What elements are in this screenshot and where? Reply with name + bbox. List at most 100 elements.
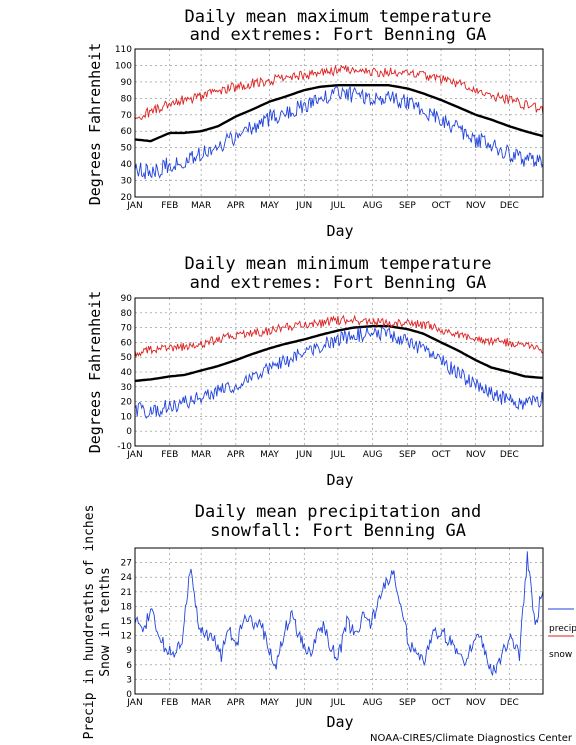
x-tick-label: OCT (432, 201, 451, 211)
x-axis-label: Day (326, 222, 353, 240)
series-precip (134, 551, 544, 677)
panel-precip: Daily mean precipitation and snowfall: F… (82, 502, 576, 739)
x-tick-label: DEC (500, 201, 519, 211)
y-tick-label: 90 (121, 294, 133, 304)
x-tick-label: NOV (466, 450, 487, 460)
x-tick-label: FEB (161, 698, 178, 708)
plot-frame (134, 48, 544, 198)
chart-title-line1: Daily mean minimum temperature (184, 254, 491, 274)
legend-snow-label: snow (549, 650, 572, 660)
x-tick-label: SEP (399, 201, 416, 211)
x-tick-label: AUG (363, 450, 383, 460)
legend: precip snow (548, 608, 576, 660)
y-tick-label: 60 (121, 127, 133, 137)
panel-max-temp: Daily mean maximum temperature and extre… (86, 7, 544, 240)
y-tick-label: 24 (121, 573, 133, 583)
y-tick-label: 40 (121, 368, 133, 378)
x-tick-label: JUN (295, 450, 312, 460)
x-tick-label: JUN (295, 698, 312, 708)
x-tick-label: MAY (260, 698, 279, 708)
y-tick-label: 50 (121, 353, 133, 363)
y-tick-label: 70 (121, 111, 133, 121)
series-mean (134, 324, 544, 383)
x-tick-label: NOV (466, 698, 487, 708)
x-tick-label: DEC (500, 698, 519, 708)
y-axis-label: Degrees Fahrenheit (86, 291, 104, 454)
y-tick-label: 20 (121, 398, 133, 408)
panel-min-temp: Daily mean minimum temperature and extre… (86, 254, 544, 489)
x-tick-label: AUG (363, 201, 383, 211)
chart-title-line2: snowfall: Fort Benning GA (210, 521, 466, 541)
y-tick-label: 50 (121, 144, 133, 154)
y-axis-label: Precip in hundreaths of inches (82, 505, 97, 740)
x-tick-label: APR (227, 201, 245, 211)
chart-title-line1: Daily mean precipitation and (195, 502, 482, 522)
series-upper (134, 64, 544, 120)
plot-area: 0 3 6 9 12 15 18 21 24 27 JAN FEB MAR APR MAY JUN JUL AUG… (121, 547, 544, 708)
y-tick-label: 90 (121, 78, 133, 88)
series-lower (134, 326, 544, 419)
x-tick-label: NOV (466, 201, 487, 211)
x-tick-label: JUL (330, 201, 345, 211)
x-tick-label: OCT (432, 450, 451, 460)
x-tick-label: MAY (260, 450, 279, 460)
plot-area: -10 0 10 20 30 40 50 60 70 80 90 JAN FEB MAR APR MAY JUN… (117, 294, 544, 460)
x-tick-label: SEP (399, 698, 416, 708)
x-tick-label: APR (227, 698, 245, 708)
y-tick-label: 9 (126, 646, 132, 656)
y-tick-label: 80 (121, 309, 133, 319)
x-tick-label: JAN (126, 698, 142, 708)
y-tick-label: 3 (126, 675, 132, 685)
chart-title-line1: Daily mean maximum temperature (184, 7, 491, 27)
series-upper (134, 314, 544, 357)
y-tick-label: 100 (115, 61, 132, 71)
series-lower (134, 84, 544, 180)
y-tick-label: 6 (126, 661, 132, 671)
y-tick-label: 21 (121, 588, 132, 598)
x-tick-label: DEC (500, 450, 519, 460)
x-tick-label: FEB (161, 450, 178, 460)
legend-precip-label: precip (549, 624, 576, 634)
y-tick-label: 40 (121, 160, 133, 170)
y-tick-label: 0 (126, 690, 132, 700)
chart-title-line2: and extremes: Fort Benning GA (190, 273, 487, 293)
x-tick-label: SEP (399, 450, 416, 460)
x-tick-label: JUL (330, 450, 345, 460)
x-tick-label: APR (227, 450, 245, 460)
x-tick-label: JUL (330, 698, 345, 708)
y-tick-label: 12 (121, 632, 132, 642)
y-tick-label: 60 (121, 338, 133, 348)
x-tick-label: OCT (432, 698, 451, 708)
x-axis-label: Day (326, 471, 353, 489)
y-tick-label: -10 (117, 442, 132, 452)
x-tick-label: MAY (260, 201, 279, 211)
y-tick-label: 80 (121, 94, 133, 104)
y-tick-label: 10 (121, 412, 133, 422)
y-tick-label: 15 (121, 617, 132, 627)
y-tick-label: 110 (115, 45, 132, 55)
x-tick-label: MAR (191, 201, 211, 211)
y-tick-label: 70 (121, 324, 133, 334)
y-axis-label: Degrees Fahrenheit (86, 43, 104, 206)
plot-frame (134, 297, 544, 447)
chart-title-line2: and extremes: Fort Benning GA (190, 25, 487, 45)
y-axis-label: Snow in tenths (98, 567, 113, 677)
x-tick-label: JAN (126, 201, 142, 211)
x-tick-label: AUG (363, 698, 383, 708)
footer-credit: NOAA-CIRES/Climate Diagnostics Center (370, 733, 573, 744)
y-tick-label: 0 (126, 427, 132, 437)
x-axis-label: Day (326, 713, 353, 731)
x-tick-label: JUN (295, 201, 312, 211)
y-tick-label: 27 (121, 559, 132, 569)
x-tick-label: MAR (191, 698, 211, 708)
plot-frame (134, 547, 544, 695)
y-tick-label: 20 (121, 193, 133, 203)
y-tick-label: 30 (121, 383, 133, 393)
y-tick-label: 18 (121, 602, 133, 612)
x-tick-label: MAR (191, 450, 211, 460)
x-tick-label: FEB (161, 201, 178, 211)
y-tick-label: 30 (121, 177, 133, 187)
plot-area: 20 30 40 50 60 70 80 90 100 110 JAN FEB MAR APR MAY JUN… (115, 45, 544, 211)
x-tick-label: JAN (126, 450, 142, 460)
